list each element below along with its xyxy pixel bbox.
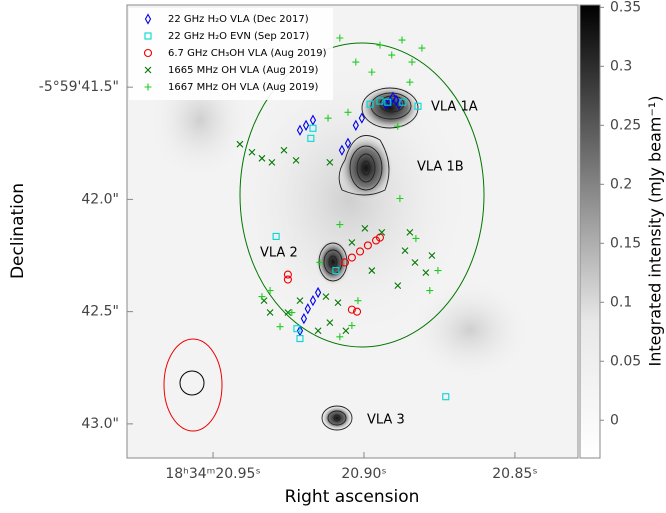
- x-tick-label: 20.90ˢ: [341, 466, 386, 482]
- legend-label: 1665 MHz OH VLA (Aug 2019): [168, 65, 318, 76]
- colorbar-tick-label: 0.35: [610, 0, 641, 15]
- legend-label: 22 GHz H₂O EVN (Sep 2017): [168, 31, 309, 42]
- colorbar-tick-label: 0.3: [610, 58, 632, 74]
- colorbar-tick-label: 0.05: [610, 353, 641, 369]
- chart: VLA 1A VLA 1B VLA 2 VLA 3 Right ascensio…: [0, 0, 666, 513]
- x-axis-label: Right ascension: [285, 487, 420, 507]
- colorbar-tick-label: 0.25: [610, 117, 641, 133]
- y-tick-label: -5°59'41.5": [39, 79, 119, 95]
- legend-label: 22 GHz H₂O VLA (Dec 2017): [168, 14, 309, 25]
- annotation: VLA 2: [260, 246, 298, 261]
- x-tick-label: 20.85ˢ: [492, 466, 537, 482]
- y-axis-label: Declination: [8, 183, 28, 279]
- colorbar-tick-label: 0: [610, 412, 619, 428]
- colorbar-tick-label: 0.15: [610, 235, 641, 251]
- legend-label: 1667 MHz OH VLA (Aug 2019): [168, 82, 318, 93]
- annotation: VLA 3: [367, 413, 405, 428]
- colorbar-label: Integrated intensity (mJy beam⁻¹): [646, 96, 665, 367]
- y-tick-label: 42.0": [81, 191, 119, 207]
- y-tick-label: 42.5": [81, 304, 119, 320]
- colorbar-tick-label: 0.1: [610, 294, 632, 310]
- colorbar-tick-label: 0.2: [610, 176, 632, 192]
- x-tick-label: 18ʰ34ᵐ20.95ˢ: [165, 466, 260, 482]
- legend-label: 6.7 GHz CH₃OH VLA (Aug 2019): [168, 48, 327, 59]
- annotation: VLA 1B: [417, 160, 464, 175]
- y-tick-label: 43.0": [81, 416, 119, 432]
- annotation: VLA 1A: [431, 100, 478, 115]
- colorbar: [580, 5, 600, 458]
